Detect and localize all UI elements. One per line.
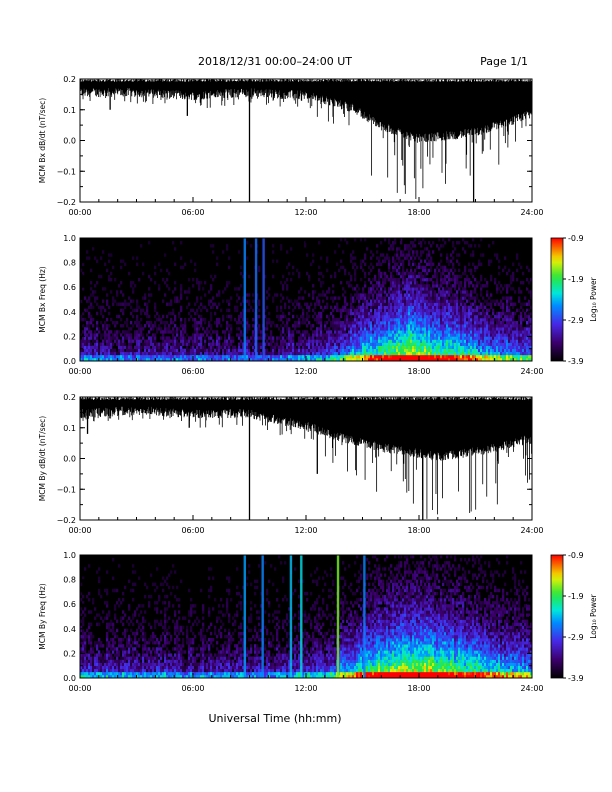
colorbar-tick-label: -1.9	[568, 275, 584, 284]
x-tick-label: 00:00	[68, 684, 91, 693]
y-tick-label: 0.6	[63, 283, 76, 292]
x-tick-label: 00:00	[68, 526, 91, 535]
colorbar: -0.9 -1.9 -2.9 -3.9 Log₁₀ Power	[550, 551, 598, 683]
x-tick-label: 06:00	[181, 367, 204, 376]
colorbar: -0.9 -1.9 -2.9 -3.9 Log₁₀ Power	[550, 234, 598, 366]
x-tick-label: 06:00	[181, 208, 204, 217]
y-tick-label: 0.2	[63, 332, 76, 341]
y-tick-label: 0.0	[63, 357, 76, 366]
y-tick-label: 0.1	[63, 106, 76, 115]
x-tick-label: 24:00	[520, 208, 543, 217]
y-tick-label: 0.4	[63, 625, 76, 634]
panel-bx-dbdt: 0.2 0.1 0.0 −0.1 −0.200:00 06:00 12:00 18:00 24:…	[38, 75, 544, 217]
colorbar-gradient	[550, 554, 564, 679]
date-range-title: 2018/12/31 00:00–24:00 UT	[198, 55, 352, 68]
y-tick-label: −0.2	[57, 516, 76, 525]
x-tick-label: 24:00	[520, 684, 543, 693]
colorbar-tick-label: -0.9	[568, 551, 584, 560]
y-tick-label: −0.2	[57, 198, 76, 207]
x-tick-label: 18:00	[407, 367, 430, 376]
x-axis-title: Universal Time (hh:mm)	[209, 712, 342, 725]
colorbar-tick-label: -1.9	[568, 592, 584, 601]
x-tick-label: 18:00	[407, 684, 430, 693]
dbdt-series-line	[80, 397, 532, 519]
spectral-burst	[363, 555, 366, 678]
x-tick-label: 12:00	[294, 208, 317, 217]
panel-by-spectrogram: 1.0 0.8 0.6 0.4 0.2 0.000:00 06:00 12:00 18:00 24…	[38, 551, 598, 693]
y-tick-label: 0.1	[63, 424, 76, 433]
page-indicator: Page 1/1	[480, 55, 528, 68]
x-tick-label: 18:00	[407, 526, 430, 535]
y-tick-label: −0.1	[57, 485, 76, 494]
x-tick-label: 24:00	[520, 526, 543, 535]
colorbar-tick-label: -3.9	[568, 357, 584, 366]
spectral-burst	[336, 555, 340, 678]
y-tick-label: 1.0	[63, 234, 76, 243]
y-tick-label: 0.8	[63, 576, 76, 585]
spectral-burst	[262, 238, 265, 361]
spectral-burst	[243, 238, 246, 361]
panel-by-dbdt: 0.2 0.1 0.0 −0.1 −0.200:00 06:00 12:00 18:00 24:…	[38, 393, 544, 535]
dbdt-series-line	[80, 79, 532, 200]
colorbar-tick-label: -2.9	[568, 633, 584, 642]
y-tick-label: 0.2	[63, 75, 76, 84]
y-tick-label: 0.2	[63, 393, 76, 402]
spectrogram-cells	[80, 238, 533, 362]
colorbar-label: Log₁₀ Power	[589, 593, 598, 638]
y-tick-label: 0.0	[63, 455, 76, 464]
spectral-burst	[289, 555, 293, 678]
y-axis-title: MCM By Freq (Hz)	[38, 583, 47, 649]
y-axis-title: MCM Bx Freq (Hz)	[38, 266, 47, 332]
x-tick-label: 00:00	[68, 208, 91, 217]
y-tick-label: 0.0	[63, 674, 76, 683]
x-tick-label: 00:00	[68, 367, 91, 376]
y-tick-label: 0.2	[63, 649, 76, 658]
spectral-burst	[300, 555, 303, 678]
x-tick-label: 12:00	[294, 367, 317, 376]
colorbar-tick-label: -2.9	[568, 316, 584, 325]
x-tick-label: 24:00	[520, 367, 543, 376]
y-tick-label: 0.4	[63, 308, 76, 317]
y-tick-label: 0.0	[63, 137, 76, 146]
colorbar-label: Log₁₀ Power	[589, 276, 598, 321]
x-tick-label: 18:00	[407, 208, 430, 217]
colorbar-tick-label: -3.9	[568, 674, 584, 683]
y-tick-label: 1.0	[63, 551, 76, 560]
colorbar-tick-label: -0.9	[568, 234, 584, 243]
x-tick-label: 12:00	[294, 684, 317, 693]
y-tick-label: 0.6	[63, 600, 76, 609]
spectrogram-cells	[80, 555, 533, 679]
y-axis-title: MCM By dB/dt (nT/sec)	[38, 416, 47, 501]
spectral-burst	[243, 555, 246, 678]
y-axis-title: MCM Bx dB/dt (nT/sec)	[38, 98, 47, 183]
spectral-burst	[261, 555, 264, 678]
spectral-burst	[254, 238, 258, 361]
y-tick-label: −0.1	[57, 167, 76, 176]
x-tick-label: 06:00	[181, 526, 204, 535]
x-tick-label: 12:00	[294, 526, 317, 535]
y-tick-label: 0.8	[63, 259, 76, 268]
panel-bx-spectrogram: 1.0 0.8 0.6 0.4 0.2 0.000:00 06:00 12:00 18:00 24…	[38, 234, 598, 376]
colorbar-gradient	[550, 237, 564, 362]
x-tick-label: 06:00	[181, 684, 204, 693]
